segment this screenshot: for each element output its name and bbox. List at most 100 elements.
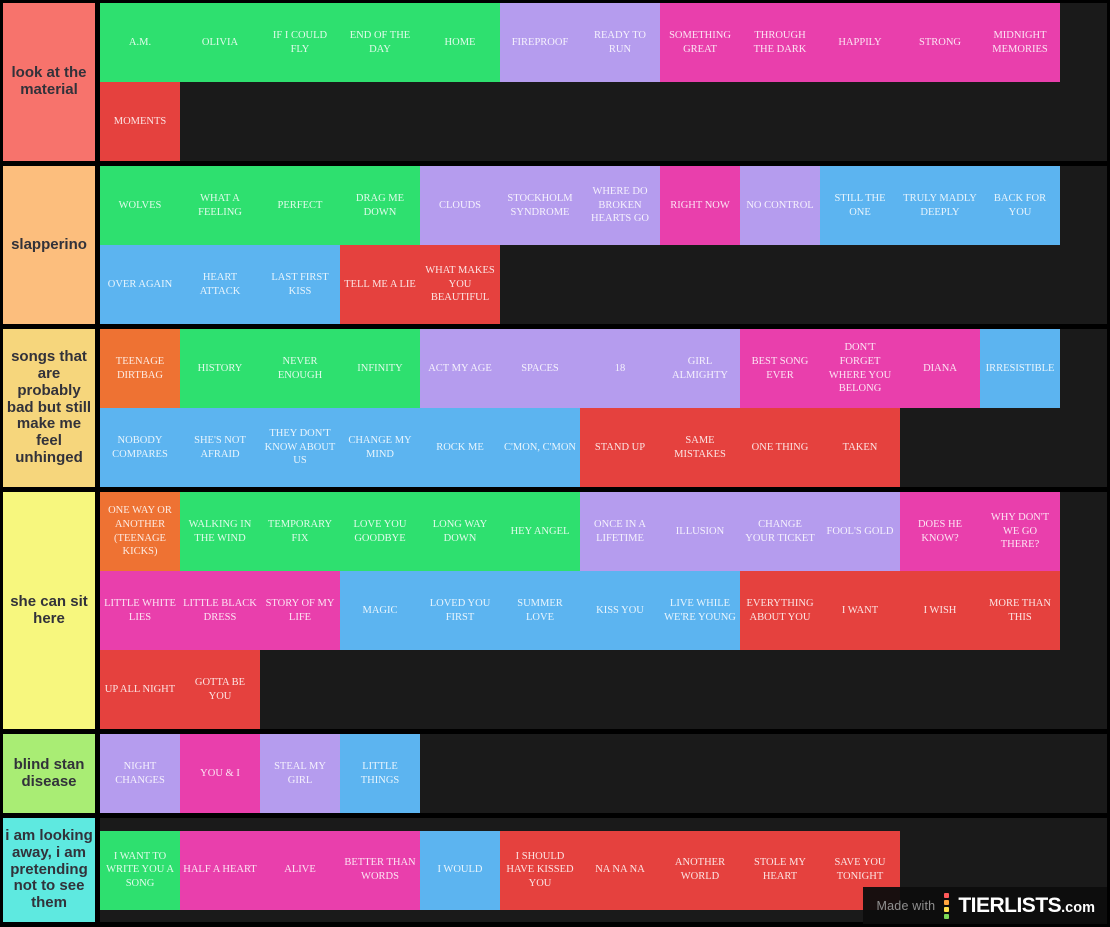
song-tile[interactable]: ONCE IN A LIFETIME [580, 492, 660, 571]
song-tile[interactable]: INFINITY [340, 329, 420, 408]
song-tile[interactable]: ANOTHER WORLD [660, 830, 740, 910]
song-tile[interactable]: C'MON, C'MON [500, 408, 580, 487]
song-tile[interactable]: DON'T FORGET WHERE YOU BELONG [820, 329, 900, 408]
tierlists-logo-icon [944, 892, 950, 919]
song-tile[interactable]: NEVER ENOUGH [260, 329, 340, 408]
song-tile[interactable]: LITTLE BLACK DRESS [180, 571, 260, 650]
song-tile[interactable]: WHERE DO BROKEN HEARTS GO [580, 166, 660, 245]
song-tile[interactable]: LOVE YOU GOODBYE [340, 492, 420, 571]
song-tile[interactable]: IRRESISTIBLE [980, 329, 1060, 408]
song-tile[interactable]: OVER AGAIN [100, 245, 180, 324]
song-tile[interactable]: WHAT A FEELING [180, 166, 260, 245]
song-tile[interactable]: MOMENTS [100, 82, 180, 161]
song-tile[interactable]: WALKING IN THE WIND [180, 492, 260, 571]
song-tile[interactable]: I SHOULD HAVE KISSED YOU [500, 830, 580, 910]
song-tile[interactable]: BACK FOR YOU [980, 166, 1060, 245]
song-tile[interactable]: EVERYTHING ABOUT YOU [740, 571, 820, 650]
song-tile[interactable]: LITTLE WHITE LIES [100, 571, 180, 650]
song-tile[interactable]: OLIVIA [180, 3, 260, 82]
song-tile[interactable]: FIREPROOF [500, 3, 580, 82]
logo-square [944, 913, 950, 919]
song-tile[interactable]: HAPPILY [820, 3, 900, 82]
song-tile[interactable]: NOBODY COMPARES [100, 408, 180, 487]
song-tile[interactable]: DIANA [900, 329, 980, 408]
song-tile[interactable]: SPACES [500, 329, 580, 408]
song-tile[interactable]: THEY DON'T KNOW ABOUT US [260, 408, 340, 487]
song-tile[interactable]: KISS YOU [580, 571, 660, 650]
song-tile[interactable]: HEART ATTACK [180, 245, 260, 324]
song-tile[interactable]: LITTLE THINGS [340, 734, 420, 813]
song-tile[interactable]: BETTER THAN WORDS [340, 830, 420, 910]
song-tile[interactable]: STILL THE ONE [820, 166, 900, 245]
tierlists-brand-link[interactable]: TIERLISTS .com [958, 894, 1095, 918]
song-tile[interactable]: ILLUSION [660, 492, 740, 571]
song-tile[interactable]: TELL ME A LIE [340, 245, 420, 324]
song-tile[interactable]: FOOL'S GOLD [820, 492, 900, 571]
song-tile[interactable]: TRULY MADLY DEEPLY [900, 166, 980, 245]
song-tile[interactable]: STORY OF MY LIFE [260, 571, 340, 650]
song-tile[interactable]: WOLVES [100, 166, 180, 245]
song-tile[interactable]: HALF A HEART [180, 830, 260, 910]
song-tile[interactable]: RIGHT NOW [660, 166, 740, 245]
song-tile[interactable]: ACT MY AGE [420, 329, 500, 408]
song-tile[interactable]: DOES HE KNOW? [900, 492, 980, 571]
song-tile[interactable]: I WOULD [420, 830, 500, 910]
song-tile[interactable]: SOMETHING GREAT [660, 3, 740, 82]
song-tile[interactable]: LIVE WHILE WE'RE YOUNG [660, 571, 740, 650]
song-tile[interactable]: STAND UP [580, 408, 660, 487]
song-tile[interactable]: STOLE MY HEART [740, 830, 820, 910]
brand-suffix-text: .com [1061, 899, 1095, 916]
song-tile[interactable]: UP ALL NIGHT [100, 650, 180, 729]
song-tile[interactable]: STEAL MY GIRL [260, 734, 340, 813]
song-tile[interactable]: CHANGE MY MIND [340, 408, 420, 487]
song-tile[interactable]: HISTORY [180, 329, 260, 408]
tier-tiles-area: ONE WAY OR ANOTHER (TEENAGE KICKS) WALKIN… [100, 492, 1107, 729]
song-tile[interactable]: GOTTA BE YOU [180, 650, 260, 729]
song-tile[interactable]: I WANT [820, 571, 900, 650]
song-tile[interactable]: NA NA NA [580, 830, 660, 910]
song-tile[interactable]: CLOUDS [420, 166, 500, 245]
song-tile[interactable]: SAME MISTAKES [660, 408, 740, 487]
song-tile[interactable]: 18 [580, 329, 660, 408]
song-tile[interactable]: TEMPORARY FIX [260, 492, 340, 571]
song-tile[interactable]: YOU & I [180, 734, 260, 813]
brand-text: TIERLISTS [958, 893, 1062, 917]
song-tile[interactable]: LOVED YOU FIRST [420, 571, 500, 650]
song-tile[interactable]: IF I COULD FLY [260, 3, 340, 82]
song-tile[interactable]: HOME [420, 3, 500, 82]
tier-tiles-area: NIGHT CHANGES YOU & I STEAL MY GIRL LITTLE … [100, 734, 1107, 813]
song-tile[interactable]: NIGHT CHANGES [100, 734, 180, 813]
song-tile[interactable]: MIDNIGHT MEMORIES [980, 3, 1060, 82]
song-tile[interactable]: A.M. [100, 3, 180, 82]
song-tile[interactable]: TEENAGE DIRTBAG [100, 329, 180, 408]
song-tile[interactable]: READY TO RUN [580, 3, 660, 82]
song-tile[interactable]: LONG WAY DOWN [420, 492, 500, 571]
song-tile[interactable]: HEY ANGEL [500, 492, 580, 571]
song-tile[interactable]: ONE WAY OR ANOTHER (TEENAGE KICKS) [100, 492, 180, 571]
tier-row: look at the material A.M. OLIVIA IF I COULD… [3, 3, 1107, 161]
song-tile[interactable]: ONE THING [740, 408, 820, 487]
song-tile[interactable]: STOCKHOLM SYNDROME [500, 166, 580, 245]
song-tile[interactable]: ROCK ME [420, 408, 500, 487]
song-tile[interactable]: MAGIC [340, 571, 420, 650]
song-tile[interactable]: SUMMER LOVE [500, 571, 580, 650]
song-tile[interactable]: I WISH [900, 571, 980, 650]
song-tile[interactable]: BEST SONG EVER [740, 329, 820, 408]
song-tile[interactable]: WHAT MAKES YOU BEAUTIFUL [420, 245, 500, 324]
song-tile[interactable]: THROUGH THE DARK [740, 3, 820, 82]
song-tile[interactable]: I WANT TO WRITE YOU A SONG [100, 830, 180, 910]
song-tile[interactable]: WHY DON'T WE GO THERE? [980, 492, 1060, 571]
song-tile[interactable]: LAST FIRST KISS [260, 245, 340, 324]
song-tile[interactable]: END OF THE DAY [340, 3, 420, 82]
song-tile[interactable]: SHE'S NOT AFRAID [180, 408, 260, 487]
song-tile[interactable]: ALIVE [260, 830, 340, 910]
song-tile[interactable]: PERFECT [260, 166, 340, 245]
song-tile[interactable]: TAKEN [820, 408, 900, 487]
song-tile[interactable]: DRAG ME DOWN [340, 166, 420, 245]
song-tile[interactable]: STRONG [900, 3, 980, 82]
tier-row: songs that are probably bad but still ma… [3, 329, 1107, 487]
song-tile[interactable]: GIRL ALMIGHTY [660, 329, 740, 408]
song-tile[interactable]: MORE THAN THIS [980, 571, 1060, 650]
song-tile[interactable]: CHANGE YOUR TICKET [740, 492, 820, 571]
song-tile[interactable]: NO CONTROL [740, 166, 820, 245]
